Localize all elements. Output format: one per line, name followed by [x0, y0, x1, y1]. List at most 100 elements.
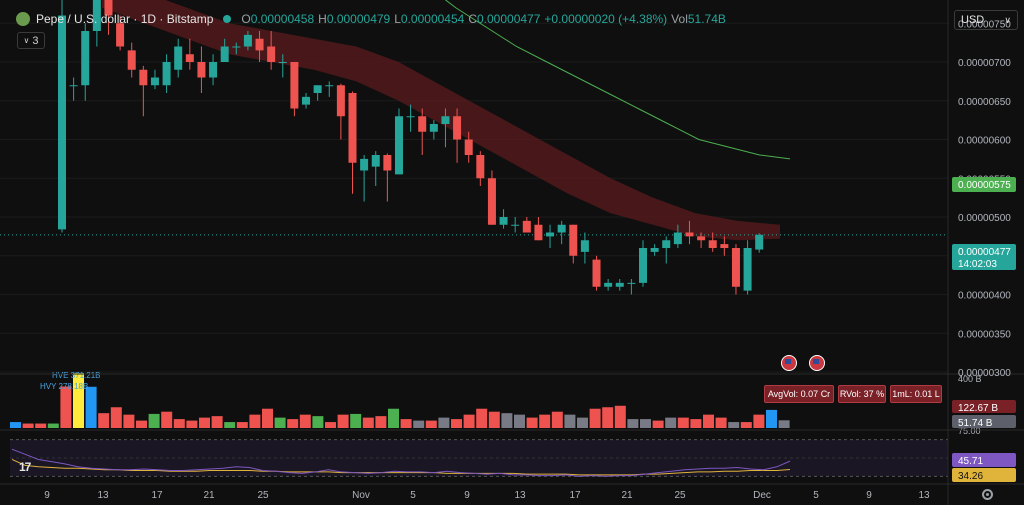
price-tick-label: 0.00000750 — [958, 19, 1011, 30]
time-tick-label: Dec — [753, 490, 771, 501]
candle-body — [569, 224, 578, 256]
hve-label: HVE 371.21B — [52, 371, 100, 380]
ma-line — [444, 0, 791, 160]
price-tick-label: 0.00000700 — [958, 58, 1011, 69]
volume-bar — [577, 417, 588, 428]
candle-body — [743, 248, 752, 291]
candle-body — [406, 116, 415, 118]
volume-bar — [47, 423, 59, 428]
currency-label: USD — [961, 14, 985, 26]
close-label: C — [468, 12, 477, 26]
rsi-line — [11, 448, 791, 477]
candle-body — [627, 282, 636, 284]
time-axis: 9 13 17 21 25 Nov 5 9 13 17 21 25 Dec 5 9 13 — [44, 490, 930, 501]
candle-body — [348, 93, 357, 163]
candle-body — [81, 31, 90, 86]
volume-bar — [148, 413, 160, 428]
price-tick-label: 0.00000400 — [958, 291, 1011, 302]
us-flag-event-icon[interactable] — [809, 355, 825, 371]
tradingview-logo-icon[interactable]: 17 — [19, 460, 31, 474]
candle-body — [534, 224, 543, 241]
price-tick-label: 0.00000500 — [958, 213, 1011, 224]
volume-bar — [136, 420, 147, 428]
volume-bar — [299, 414, 311, 428]
ma-price-label-bg — [952, 177, 1016, 192]
volume-bar — [60, 386, 72, 428]
volume-bar — [413, 420, 425, 428]
candle-body — [325, 85, 334, 87]
candle-body — [174, 46, 183, 70]
candle-body — [685, 232, 694, 237]
candle-body — [662, 240, 671, 248]
candle-body — [162, 62, 171, 86]
candle-body — [522, 220, 531, 233]
volume-bar — [325, 422, 336, 428]
candle-body — [92, 0, 101, 31]
market-status-icon — [223, 15, 232, 23]
price-grid — [0, 22, 948, 373]
chevron-down-icon: ∨ — [1004, 14, 1011, 25]
candle-body — [418, 116, 427, 132]
volume-bar — [753, 414, 765, 428]
volume-bar — [199, 417, 210, 428]
candle-body — [604, 282, 613, 287]
time-tick-label: 25 — [257, 490, 269, 501]
volume-bar — [388, 408, 399, 428]
volume-bar — [400, 419, 412, 428]
candle-body — [429, 124, 438, 132]
volume-last-label-bg — [952, 415, 1016, 428]
time-tick-label: 17 — [569, 490, 581, 501]
candle-body — [499, 217, 508, 225]
candle-body — [209, 62, 218, 78]
volume-bar — [589, 408, 601, 428]
rvol-badge: RVol: 37 % — [838, 385, 886, 403]
volume-bar — [526, 417, 538, 428]
volume-value: 51.74B — [687, 12, 726, 26]
volume-bar — [728, 422, 740, 428]
candle-body — [673, 232, 682, 245]
candle-body — [58, 15, 66, 230]
pepe-logo-icon — [16, 12, 30, 26]
close-value: 0.00000477 — [477, 12, 541, 26]
time-tick-label: 21 — [203, 490, 215, 501]
last-price-label: 0.00000477 — [958, 247, 1011, 258]
candle-body — [708, 240, 717, 248]
volume-bar — [539, 414, 551, 428]
symbol-title[interactable]: Pepe / U.S. dollar · 1D · Bitstamp — [36, 12, 214, 26]
candle-body — [302, 96, 311, 105]
volume-label: Vol — [671, 12, 688, 26]
indicators-toggle-button[interactable]: ∨ 3 — [17, 32, 45, 49]
us-flag-event-icon[interactable] — [781, 355, 797, 371]
time-tick-label: 21 — [621, 490, 633, 501]
candle-body — [197, 62, 206, 78]
hvy-label: HVY 278.18B — [40, 382, 88, 391]
volume-high-label-bg — [952, 400, 1016, 413]
candle-body — [371, 155, 380, 167]
time-tick-label: 17 — [151, 490, 163, 501]
volume-bar — [35, 423, 47, 428]
candle-body — [464, 139, 473, 155]
low-label: L — [394, 12, 401, 26]
volume-bar — [677, 417, 689, 428]
volume-bar — [10, 422, 21, 428]
time-tick-label: 13 — [918, 490, 930, 501]
high-label: H — [318, 12, 327, 26]
volume-bar — [274, 417, 286, 428]
volume-bar — [501, 413, 513, 428]
candle-body — [546, 232, 555, 237]
symbol-header: Pepe / U.S. dollar · 1D · Bitstamp O 0.00… — [0, 8, 726, 30]
volume-bar — [224, 422, 236, 428]
avgvol-badge: AvgVol: 0.07 Cr — [764, 385, 834, 403]
candle-body — [127, 50, 136, 70]
moving-average — [444, 0, 791, 160]
candle-body — [580, 240, 589, 252]
indicator-count: 3 — [32, 34, 39, 47]
volume-bar — [476, 408, 488, 428]
volume-bar — [652, 420, 664, 428]
candle-body — [139, 69, 148, 86]
gear-icon[interactable] — [982, 489, 993, 500]
price-tick-label: 0.00000650 — [958, 97, 1011, 108]
candle-body — [243, 34, 252, 47]
currency-select[interactable]: USD ∨ — [954, 10, 1018, 30]
